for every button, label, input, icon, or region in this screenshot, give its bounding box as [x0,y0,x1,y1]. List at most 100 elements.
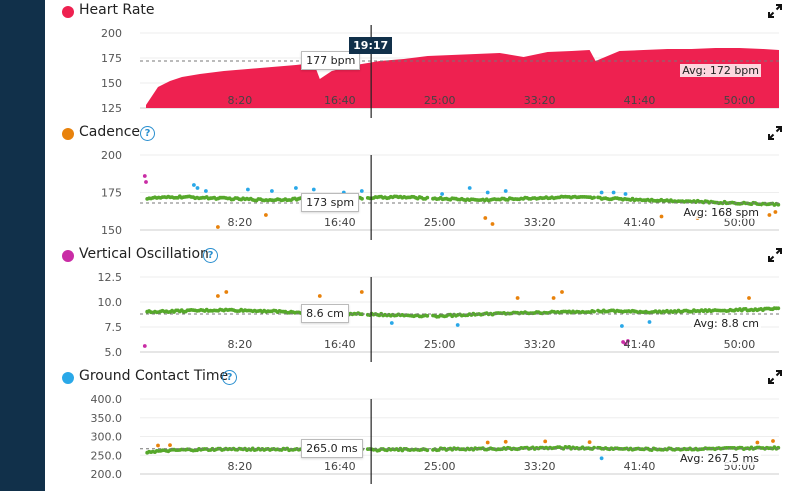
data-point [543,439,548,444]
cadence-color-dot [62,128,74,140]
data-point [773,210,778,214]
ground-contact-time-panel: Ground Contact Time ? 200.0 250.0 300.0 350… [45,366,800,484]
data-point [483,216,488,220]
data-point [142,174,147,178]
x-tick-label: 25:00 [424,460,456,473]
x-tick-label: 41:40 [624,460,656,473]
y-tick-label: 175 [101,52,122,65]
x-tick-label: 25:00 [424,338,456,351]
x-tick-label: 41:40 [624,94,656,107]
help-icon[interactable]: ? [222,370,237,385]
panel-title: Vertical Oscillation [79,246,209,262]
data-point [389,321,394,325]
cursor-value-tag: 8.6 cm [301,304,349,323]
data-point [425,195,430,200]
y-tick-label: 5.0 [105,346,123,359]
data-point [204,189,208,193]
expand-icon[interactable] [768,126,782,140]
expand-icon[interactable] [768,370,782,384]
help-icon[interactable]: ? [203,248,218,263]
y-tick-label: 350.0 [91,412,123,425]
y-tick-label: 150 [101,224,122,237]
x-tick-label: 33:20 [524,338,556,351]
x-tick-label: 16:40 [324,338,356,351]
cursor-value-tag: 173 spm [301,193,360,212]
y-tick-label: 12.5 [98,271,123,284]
help-icon[interactable]: ? [140,126,155,141]
data-point [592,309,596,314]
data-point [551,296,556,300]
y-tick-label: 10.0 [98,296,123,309]
panel-header: Heart Rate [45,0,800,24]
data-point [467,186,472,190]
data-point [620,324,624,328]
data-point [270,189,274,193]
y-tick-label: 125 [101,102,122,115]
x-tick-label: 50:00 [724,216,756,229]
data-point [142,344,147,348]
data-point [592,445,596,450]
data-point [490,222,495,226]
x-tick-label: 25:00 [424,94,456,107]
ground-contact-time-color-dot [62,372,74,384]
data-point [503,189,508,193]
data-point [592,195,596,200]
data-point [587,440,592,444]
data-point [611,190,616,195]
x-tick-label: 8:20 [228,338,253,351]
data-point [168,443,172,447]
cadence-panel: Cadence ? 150 175 200 8:20 16:40 25:00 33:20 41… [45,122,800,240]
data-point [317,294,322,298]
data-point [755,440,760,445]
average-label: Avg: 172 bpm [680,64,761,77]
data-point [359,290,364,294]
x-tick-label: 50:00 [724,94,756,107]
heart-rate-panel: Heart Rate 125 150 175 200 8:20 16:40 25:00 33:… [45,0,800,118]
data-point [776,202,781,207]
x-tick-label: 8:20 [228,94,253,107]
data-point [156,443,160,448]
y-tick-label: 7.5 [105,321,123,334]
data-point [647,320,652,324]
data-point [599,456,604,461]
x-tick-label: 16:40 [324,460,356,473]
vertical-oscillation-color-dot [62,250,74,262]
heart-rate-color-dot [62,6,74,18]
cursor-value-tag: 177 bpm [301,51,361,70]
data-point [192,183,196,187]
data-point [224,290,229,294]
y-tick-label: 400.0 [91,393,123,406]
expand-icon[interactable] [768,4,782,18]
y-tick-label: 200.0 [91,468,123,481]
chart-svg: 150 175 200 8:20 16:40 25:00 33:20 41:40 50:00 [101,149,781,240]
data-point [623,342,628,346]
y-tick-label: 300.0 [91,431,123,444]
data-point [216,225,220,229]
x-tick-label: 41:40 [624,338,656,351]
average-label: Avg: 168 spm [681,206,761,219]
data-point [425,314,430,318]
panel-title: Ground Contact Time [79,368,229,384]
heart-rate-area [145,48,779,108]
expand-icon[interactable] [768,248,782,262]
data-point [767,213,772,217]
cursor-time-label: 19:17 [349,37,393,54]
x-tick-label: 8:20 [228,216,253,229]
average-label: Avg: 8.8 cm [691,317,761,330]
data-point [246,187,250,192]
panel-title: Cadence [79,124,141,140]
y-tick-label: 200 [101,27,122,40]
data-point [359,189,364,193]
y-tick-label: 175 [101,187,122,200]
data-point [455,323,460,327]
data-point [216,294,220,298]
data-point [776,306,781,311]
data-point [659,214,664,219]
data-point [599,190,604,195]
data-point [311,187,316,192]
panel-header: Ground Contact Time ? [45,366,800,390]
x-tick-label: 8:20 [228,460,253,473]
data-point [515,296,520,300]
panel-header: Cadence ? [45,122,800,146]
chart-svg: 200.0 250.0 300.0 350.0 400.0 8:20 16:40 25:00 3… [91,393,781,484]
